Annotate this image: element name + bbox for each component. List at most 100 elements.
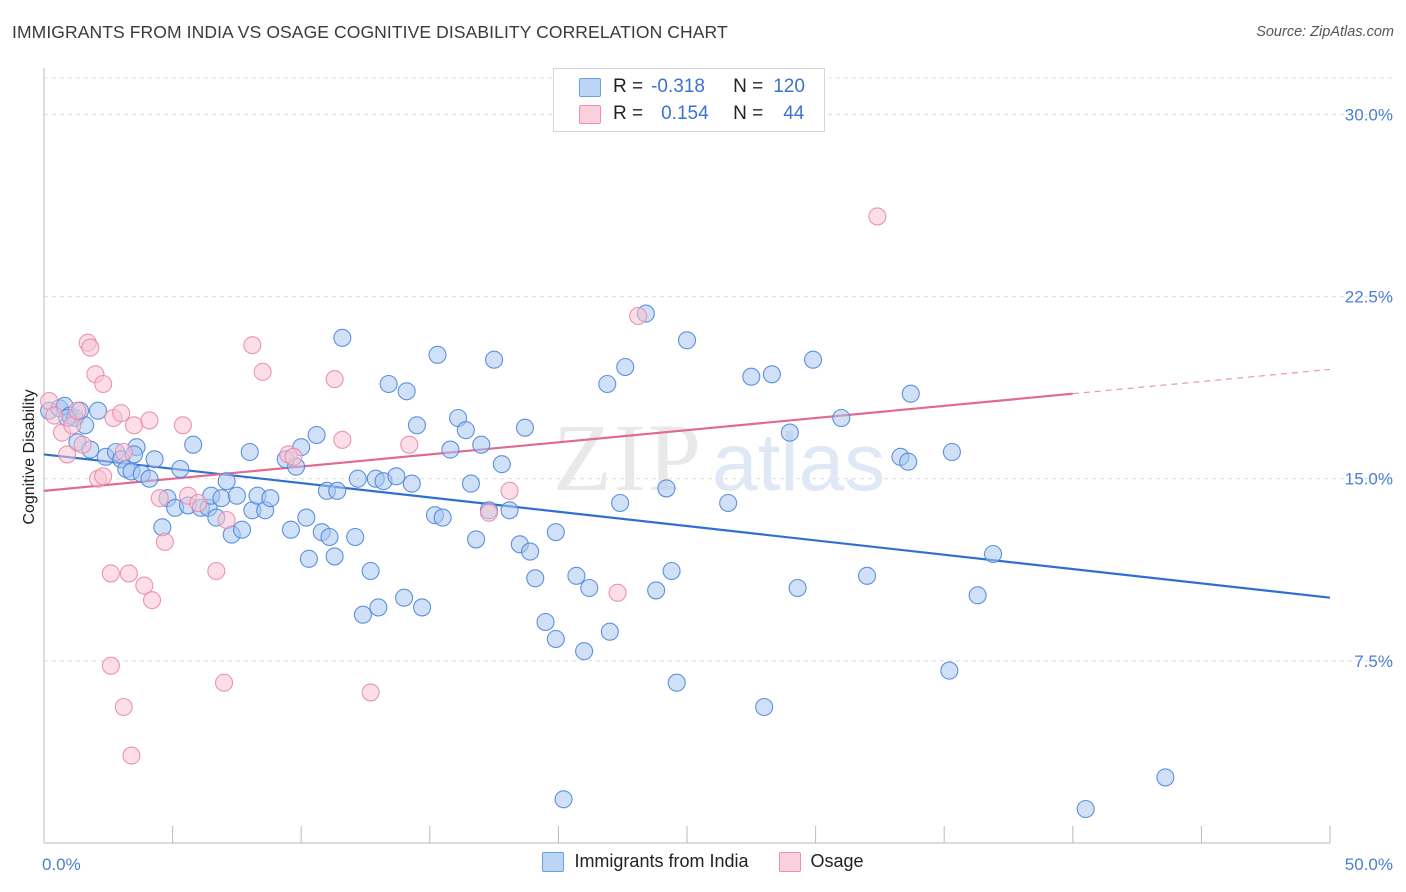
- osage-point: [207, 561, 226, 581]
- india-point: [467, 530, 486, 549]
- india-point: [515, 418, 535, 437]
- india-point: [611, 493, 630, 513]
- india-point: [333, 328, 352, 347]
- y-tick-label: 30.0%: [1345, 105, 1393, 124]
- osage-point: [400, 435, 419, 454]
- india-point: [662, 561, 681, 581]
- india-point: [361, 561, 380, 581]
- india-point: [667, 673, 686, 692]
- india-point: [580, 578, 599, 598]
- india-point: [397, 382, 416, 401]
- india-point: [428, 345, 447, 364]
- chart-title: IMMIGRANTS FROM INDIA VS OSAGE COGNITIVE…: [12, 22, 728, 42]
- india-point: [647, 581, 666, 600]
- india-point: [369, 598, 388, 617]
- india-point: [616, 357, 635, 377]
- india-point: [232, 520, 252, 539]
- osage-point: [101, 656, 120, 675]
- india-point: [554, 790, 573, 809]
- india-point: [600, 622, 619, 641]
- india-point: [472, 435, 491, 454]
- india-point: [546, 523, 565, 542]
- legend-r-value-osage: 0.154: [661, 103, 709, 124]
- osage-point: [189, 493, 208, 513]
- osage-point: [253, 362, 272, 381]
- india-point: [567, 566, 586, 585]
- india-point: [1156, 768, 1175, 787]
- india-point: [742, 367, 761, 386]
- legend-n-value-osage: 44: [783, 103, 805, 124]
- y-tick-label: 7.5%: [1354, 652, 1393, 671]
- y-tick-label: 15.0%: [1345, 470, 1393, 489]
- india-point: [755, 697, 774, 717]
- series-legend-india[interactable]: Immigrants from India: [542, 851, 749, 872]
- osage-point: [173, 416, 192, 435]
- india-point: [788, 578, 807, 598]
- osage-point: [479, 503, 499, 522]
- india-point: [395, 588, 414, 607]
- osage-trend-extension: [1072, 368, 1331, 395]
- india-point: [598, 374, 617, 394]
- source-label: Source: ZipAtlas.com: [1256, 24, 1394, 40]
- osage-point: [150, 489, 169, 508]
- osage-point: [114, 442, 133, 462]
- india-point: [575, 642, 594, 661]
- series-legend: Immigrants from India Osage: [0, 851, 1406, 872]
- india-point: [461, 474, 481, 493]
- india-point: [140, 469, 159, 488]
- series-label-india: Immigrants from India: [574, 851, 749, 871]
- osage-point: [243, 336, 262, 355]
- osage-point: [325, 370, 344, 389]
- data-points: [40, 207, 1175, 819]
- x-tick-label: 0.0%: [42, 855, 81, 874]
- india-point: [348, 469, 367, 488]
- india-point: [492, 455, 511, 474]
- osage-point: [119, 564, 138, 583]
- india-point: [832, 408, 851, 428]
- osage-point: [629, 306, 648, 326]
- osage-point: [58, 445, 77, 464]
- india-point: [299, 549, 318, 568]
- india-point: [320, 527, 339, 547]
- india-point: [968, 586, 987, 605]
- india-point: [857, 566, 877, 585]
- india-point: [297, 508, 316, 527]
- india-point: [281, 520, 300, 539]
- series-legend-osage[interactable]: Osage: [778, 851, 864, 872]
- osage-point: [112, 404, 131, 423]
- osage-point: [142, 591, 162, 610]
- tick-labels: 7.5% 15.0% 22.5% 30.0% 0.0% 50.0%: [42, 105, 1393, 874]
- india-point: [88, 401, 108, 420]
- india-point: [240, 442, 259, 462]
- osage-point: [73, 435, 92, 454]
- y-tick-label: 22.5%: [1345, 288, 1393, 307]
- series-label-osage: Osage: [810, 851, 864, 871]
- india-point: [402, 474, 421, 493]
- india-point: [328, 481, 347, 500]
- trend-lines: [43, 368, 1331, 599]
- osage-point: [284, 447, 303, 466]
- india-point: [217, 472, 236, 491]
- osage-point: [135, 576, 154, 595]
- osage-point: [140, 411, 159, 430]
- india-point: [899, 452, 918, 471]
- india-point: [521, 542, 540, 561]
- legend-row-osage: R = 0.154 N = 44: [579, 101, 804, 127]
- watermark-zip: ZIP: [553, 404, 703, 511]
- legend-n-value-india: 120: [773, 76, 805, 97]
- india-point: [485, 350, 504, 369]
- osage-point: [45, 406, 64, 425]
- india-point: [212, 489, 231, 508]
- osage-point: [361, 683, 380, 702]
- y-axis-title: Cognitive Disability: [21, 389, 38, 524]
- india-point: [387, 467, 406, 486]
- india-point: [346, 527, 365, 547]
- osage-point: [868, 207, 887, 226]
- osage-point: [94, 467, 113, 486]
- osage-point: [81, 338, 100, 357]
- india-point: [536, 612, 555, 632]
- india-point: [546, 629, 565, 649]
- india-point: [227, 486, 246, 505]
- india-point: [353, 605, 372, 624]
